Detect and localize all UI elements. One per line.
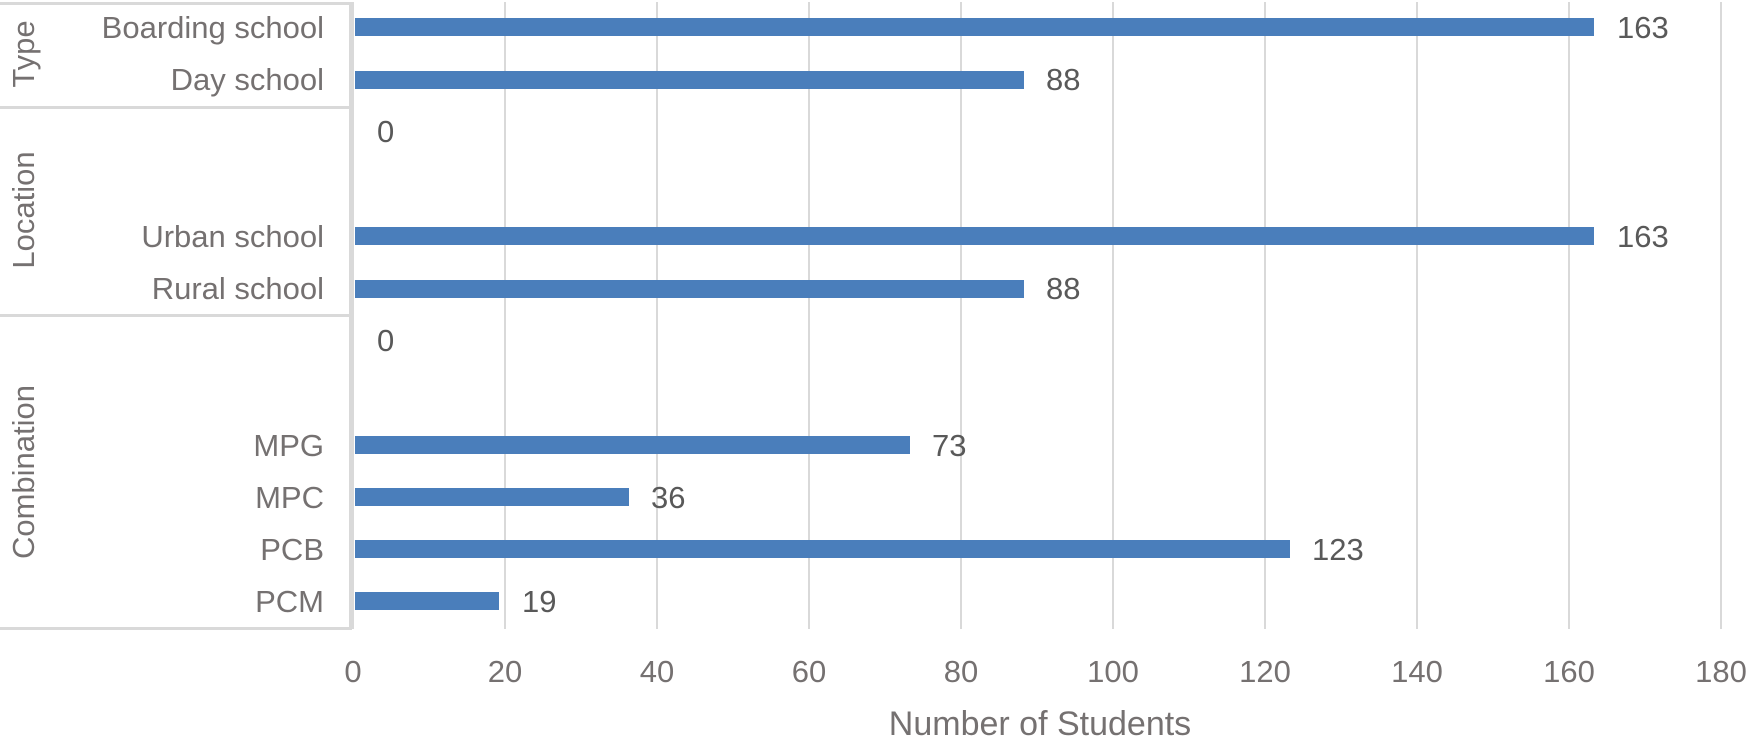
category-label: Rural school [151, 271, 324, 306]
bar-boarding-school [355, 18, 1594, 36]
bar-mpg [355, 436, 910, 454]
value-label: 19 [522, 584, 557, 619]
x-tick-label: 80 [943, 654, 979, 689]
bar-day-school [355, 71, 1024, 89]
value-label: 88 [1046, 271, 1081, 306]
category-label: PCM [255, 584, 324, 619]
category-label: Boarding school [101, 10, 324, 45]
gridline-80 [960, 2, 962, 629]
x-tick-label: 180 [1695, 654, 1747, 689]
x-tick-label: 100 [1087, 654, 1139, 689]
x-axis-title: Number of Students [888, 705, 1192, 743]
group-box-combination [0, 314, 352, 630]
gridline-160 [1568, 2, 1570, 629]
group-label-type: Type [6, 20, 41, 88]
gridline-120 [1264, 2, 1266, 629]
category-label: MPC [255, 480, 324, 515]
bar-urban-school [355, 227, 1594, 245]
category-label: Urban school [141, 219, 324, 254]
bar-pcm [355, 592, 499, 610]
x-tick-label: 40 [639, 654, 675, 689]
gridline-40 [656, 2, 658, 629]
group-label-location: Location [6, 151, 41, 269]
value-label: 0 [377, 323, 395, 358]
value-label: 73 [932, 428, 967, 463]
gridline-0 [352, 2, 354, 629]
group-label-combination: Combination [6, 384, 41, 560]
x-tick-label: 20 [487, 654, 523, 689]
value-label: 163 [1617, 10, 1669, 45]
x-tick-label: 60 [791, 654, 827, 689]
gridline-180 [1720, 2, 1722, 629]
gridline-140 [1416, 2, 1418, 629]
x-tick-label: 140 [1391, 654, 1443, 689]
value-label: 36 [651, 480, 686, 515]
category-label: Day school [170, 62, 324, 97]
x-tick-label: 0 [344, 654, 362, 689]
value-label: 88 [1046, 62, 1081, 97]
gridline-100 [1112, 2, 1114, 629]
x-tick-label: 120 [1239, 654, 1291, 689]
bar-mpc [355, 488, 629, 506]
gridline-20 [504, 2, 506, 629]
x-tick-label: 160 [1543, 654, 1595, 689]
bar-rural-school [355, 280, 1024, 298]
category-label: MPG [253, 428, 324, 463]
value-label: 123 [1312, 532, 1364, 567]
bar-pcb [355, 540, 1290, 558]
value-label: 163 [1617, 219, 1669, 254]
category-label: PCB [260, 532, 324, 567]
value-label: 0 [377, 114, 395, 149]
gridline-60 [808, 2, 810, 629]
